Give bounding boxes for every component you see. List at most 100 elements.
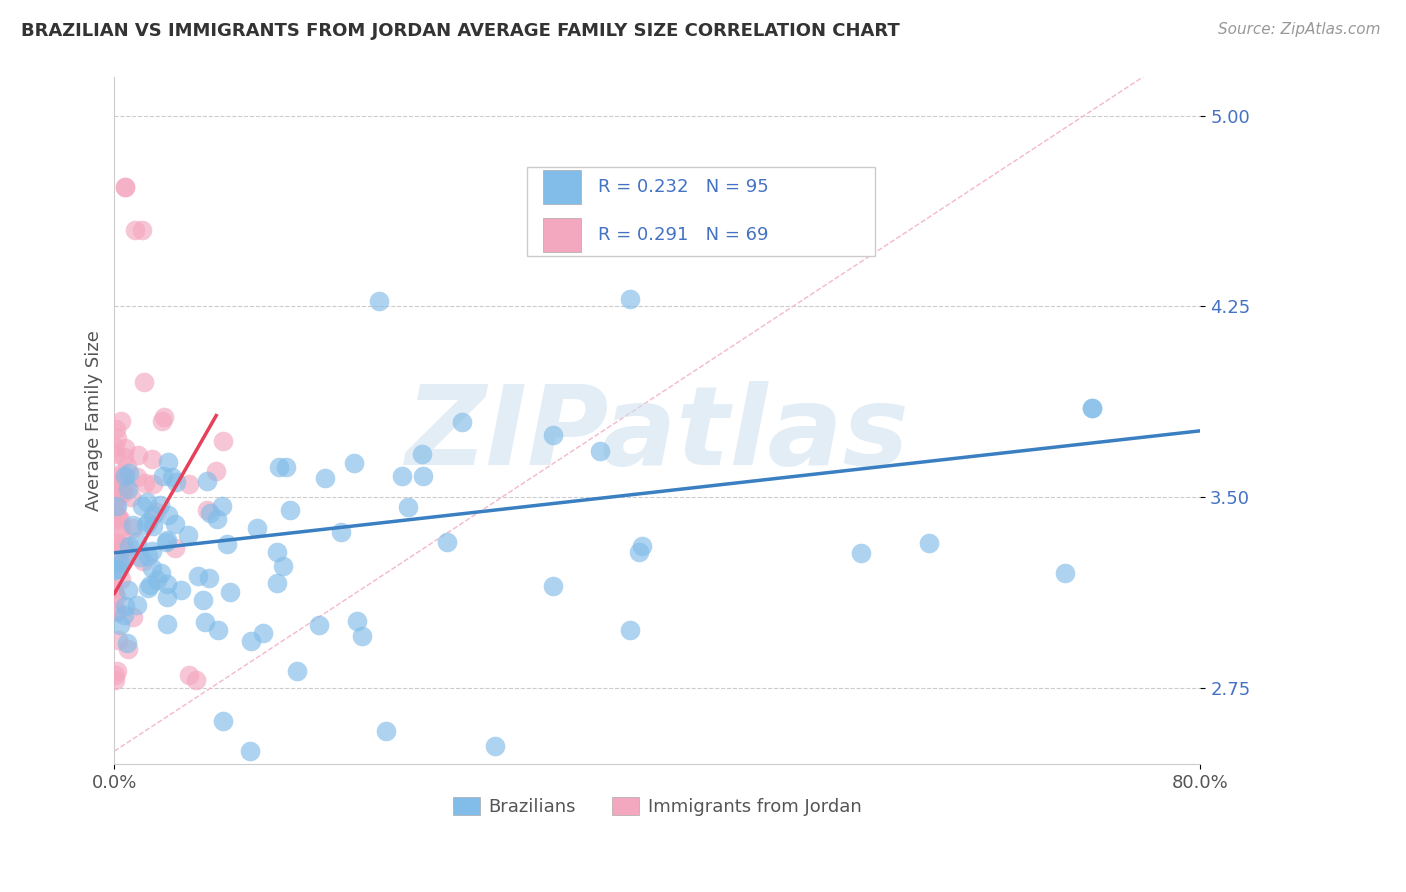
Point	[117, 583, 139, 598]
FancyBboxPatch shape	[527, 167, 875, 256]
Point	[628, 545, 651, 559]
Point	[184, 673, 207, 687]
Point	[104, 591, 127, 605]
Point	[266, 575, 288, 590]
Point	[411, 447, 433, 461]
Point	[118, 467, 141, 481]
Point	[160, 469, 183, 483]
Point	[127, 448, 149, 462]
Point	[107, 632, 129, 647]
Point	[212, 434, 235, 448]
Point	[108, 512, 131, 526]
Point	[541, 428, 564, 442]
Point	[156, 508, 179, 522]
Point	[127, 535, 149, 549]
Point	[619, 292, 641, 306]
Point	[1081, 401, 1104, 415]
Point	[156, 590, 179, 604]
Point	[267, 460, 290, 475]
Point	[146, 573, 169, 587]
Point	[396, 500, 419, 515]
Point	[105, 431, 128, 445]
Point	[103, 582, 125, 597]
Point	[110, 414, 132, 428]
Point	[121, 518, 143, 533]
Point	[215, 537, 238, 551]
Point	[114, 442, 136, 456]
Point	[112, 475, 135, 489]
Point	[239, 744, 262, 758]
Point	[121, 610, 143, 624]
Point	[412, 469, 434, 483]
Point	[132, 554, 155, 568]
Point	[114, 179, 136, 194]
Point	[194, 615, 217, 630]
Point	[112, 541, 135, 555]
Point	[107, 483, 129, 498]
Point	[273, 558, 295, 573]
Point	[115, 458, 138, 473]
Point	[115, 636, 138, 650]
Point	[156, 533, 179, 547]
Point	[114, 179, 136, 194]
Point	[195, 502, 218, 516]
Point	[918, 535, 941, 549]
Point	[187, 568, 209, 582]
Point	[156, 616, 179, 631]
Text: R = 0.291   N = 69: R = 0.291 N = 69	[598, 227, 768, 244]
Point	[240, 634, 263, 648]
Point	[197, 475, 219, 489]
Point	[131, 223, 153, 237]
Point	[121, 520, 143, 534]
Point	[211, 499, 233, 513]
Point	[103, 512, 125, 526]
Point	[136, 515, 159, 529]
Point	[124, 223, 146, 237]
Point	[134, 476, 156, 491]
Point	[165, 541, 187, 555]
Point	[165, 516, 187, 531]
Point	[150, 414, 173, 428]
Point	[631, 540, 654, 554]
Point	[105, 499, 128, 513]
Point	[141, 561, 163, 575]
Point	[110, 467, 132, 482]
Point	[107, 510, 129, 524]
Point	[142, 477, 165, 491]
Legend: Brazilians, Immigrants from Jordan: Brazilians, Immigrants from Jordan	[446, 789, 869, 823]
Point	[107, 556, 129, 570]
Point	[103, 482, 125, 496]
Point	[157, 455, 180, 469]
Point	[368, 294, 391, 309]
Point	[131, 499, 153, 513]
Point	[145, 506, 167, 520]
Point	[136, 495, 159, 509]
Point	[114, 478, 136, 492]
Point	[207, 623, 229, 637]
Point	[107, 562, 129, 576]
Point	[120, 490, 142, 504]
Point	[125, 598, 148, 612]
Point	[111, 555, 134, 569]
Point	[149, 498, 172, 512]
Point	[177, 477, 200, 491]
Point	[205, 465, 228, 479]
Point	[107, 536, 129, 550]
Point	[352, 629, 374, 643]
Point	[112, 608, 135, 623]
Point	[105, 605, 128, 619]
Point	[114, 599, 136, 614]
Point	[142, 518, 165, 533]
Point	[153, 410, 176, 425]
Point	[619, 623, 641, 637]
Point	[104, 506, 127, 520]
Point	[849, 546, 872, 560]
Point	[105, 535, 128, 549]
Point	[110, 520, 132, 534]
Point	[107, 470, 129, 484]
Point	[135, 518, 157, 533]
FancyBboxPatch shape	[543, 170, 582, 204]
Point	[112, 552, 135, 566]
Point	[110, 572, 132, 586]
Point	[200, 506, 222, 520]
